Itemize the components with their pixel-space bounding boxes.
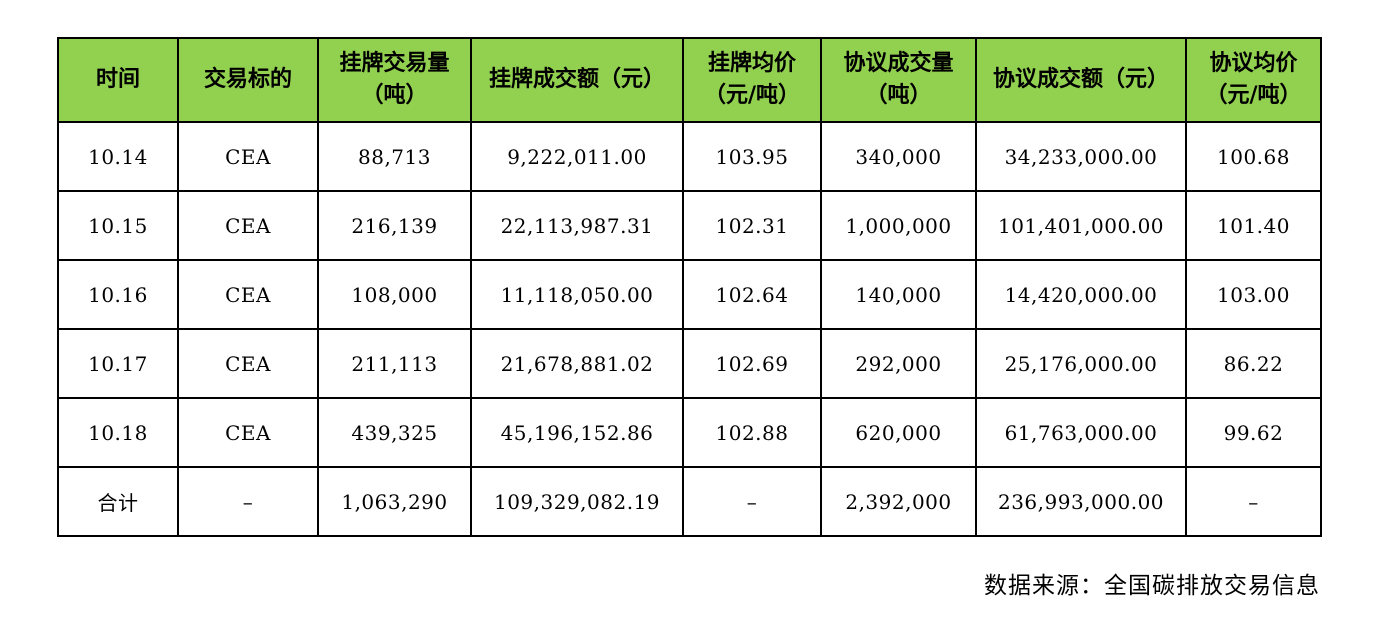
column-header-unit: （元/吨） [1205, 83, 1302, 108]
table-row: 10.16 CEA 108,000 11,118,050.00 102.64 140,00… [57, 259, 1322, 330]
table-cell: 88,713 [317, 121, 472, 192]
column-header-3: 挂牌交易量 （吨） [317, 37, 472, 123]
table-cell: 1,000,000 [820, 190, 977, 261]
table-row: 10.14 CEA 88,713 9,222,011.00 103.95 340,000 3… [57, 121, 1322, 192]
table-cell: 236,993,000.00 [975, 466, 1187, 537]
table-cell: 100.68 [1185, 121, 1322, 192]
column-header-2: 交易标的 [177, 37, 319, 123]
table-cell: 10.16 [57, 259, 179, 330]
column-header-label: 交易标的 [203, 67, 292, 93]
total-row: 合计 –1,063,290 109,329,082.19–2,392,000 236,… [57, 466, 1322, 537]
column-header-1: 时间 [57, 37, 179, 123]
table-body: 10.14 CEA 88,713 9,222,011.00 103.95 340,000 3… [57, 121, 1322, 537]
table-cell: 61,763,000.00 [975, 397, 1187, 468]
table-cell: 11,118,050.00 [470, 259, 684, 330]
table-cell: 102.69 [682, 328, 822, 399]
table-cell: 439,325 [317, 397, 472, 468]
carbon-trading-table: 时间 交易标的 挂牌交易量 （吨） 挂牌成交额（元） 挂牌均价 （元/吨） 协议成交量 （吨）协… [57, 37, 1322, 537]
table-cell: – [682, 466, 822, 537]
table-row: 10.15 CEA 216,139 22,113,987.31 102.31 1,000,… [57, 190, 1322, 261]
table-cell: CEA [177, 259, 319, 330]
table-cell: 620,000 [820, 397, 977, 468]
column-header-unit: （吨） [361, 83, 428, 108]
table-cell: 45,196,152.86 [470, 397, 684, 468]
column-header-7: 协议成交额（元） [975, 37, 1187, 123]
column-header-label: 协议成交额（元） [992, 67, 1169, 93]
table-cell: 9,222,011.00 [470, 121, 684, 192]
table-cell: 10.15 [57, 190, 179, 261]
table-cell: CEA [177, 397, 319, 468]
table-cell: 101.40 [1185, 190, 1322, 261]
table-cell: 99.62 [1185, 397, 1322, 468]
column-header-unit: （元/吨） [703, 83, 801, 108]
column-header-label: 挂牌成交额（元） [488, 67, 665, 93]
table-cell: 10.14 [57, 121, 179, 192]
table-cell: 合计 [57, 466, 179, 537]
table-cell: 109,329,082.19 [470, 466, 684, 537]
table-cell: 14,420,000.00 [975, 259, 1187, 330]
table-row: 10.18 CEA 439,325 45,196,152.86 102.88 620,00… [57, 397, 1322, 468]
table-cell: 103.00 [1185, 259, 1322, 330]
column-header-label: 时间 [95, 67, 140, 93]
table-cell: 10.17 [57, 328, 179, 399]
table-row: 10.17 CEA 211,113 21,678,881.02 102.69 292,00… [57, 328, 1322, 399]
table-cell: 102.31 [682, 190, 822, 261]
table-cell: 86.22 [1185, 328, 1322, 399]
table-cell: 2,392,000 [820, 466, 977, 537]
table-cell: 102.64 [682, 259, 822, 330]
table-cell: 22,113,987.31 [470, 190, 684, 261]
column-header-label: 挂牌均价 [707, 51, 796, 77]
column-header-8: 协议均价 （元/吨） [1185, 37, 1322, 123]
table-header-row: 时间 交易标的 挂牌交易量 （吨） 挂牌成交额（元） 挂牌均价 （元/吨） 协议成交量 （吨）协… [57, 37, 1322, 123]
table-cell: 211,113 [317, 328, 472, 399]
table-cell: 21,678,881.02 [470, 328, 684, 399]
table-cell: CEA [177, 328, 319, 399]
column-header-label: 挂牌交易量 [339, 51, 450, 77]
column-header-5: 挂牌均价 （元/吨） [682, 37, 822, 123]
table-cell: 1,063,290 [317, 466, 472, 537]
table-cell: 108,000 [317, 259, 472, 330]
table-cell: 25,176,000.00 [975, 328, 1187, 399]
table-cell: 292,000 [820, 328, 977, 399]
table-header: 时间 交易标的 挂牌交易量 （吨） 挂牌成交额（元） 挂牌均价 （元/吨） 协议成交量 （吨）协… [57, 37, 1322, 123]
column-header-unit: （吨） [865, 83, 932, 108]
column-header-6: 协议成交量 （吨） [820, 37, 977, 123]
table-cell: 140,000 [820, 259, 977, 330]
table-cell: 216,139 [317, 190, 472, 261]
table-cell: CEA [177, 121, 319, 192]
table-cell: 10.18 [57, 397, 179, 468]
table-cell: 340,000 [820, 121, 977, 192]
column-header-4: 挂牌成交额（元） [470, 37, 684, 123]
table-cell: 102.88 [682, 397, 822, 468]
table-cell: CEA [177, 190, 319, 261]
table-cell: – [1185, 466, 1322, 537]
column-header-label: 协议成交量 [843, 51, 954, 77]
table-cell: – [177, 466, 319, 537]
column-header-label: 协议均价 [1209, 51, 1298, 77]
table-cell: 34,233,000.00 [975, 121, 1187, 192]
table-cell: 101,401,000.00 [975, 190, 1187, 261]
data-source-caption: 数据来源：全国碳排放交易信息 [984, 573, 1320, 599]
table-cell: 103.95 [682, 121, 822, 192]
